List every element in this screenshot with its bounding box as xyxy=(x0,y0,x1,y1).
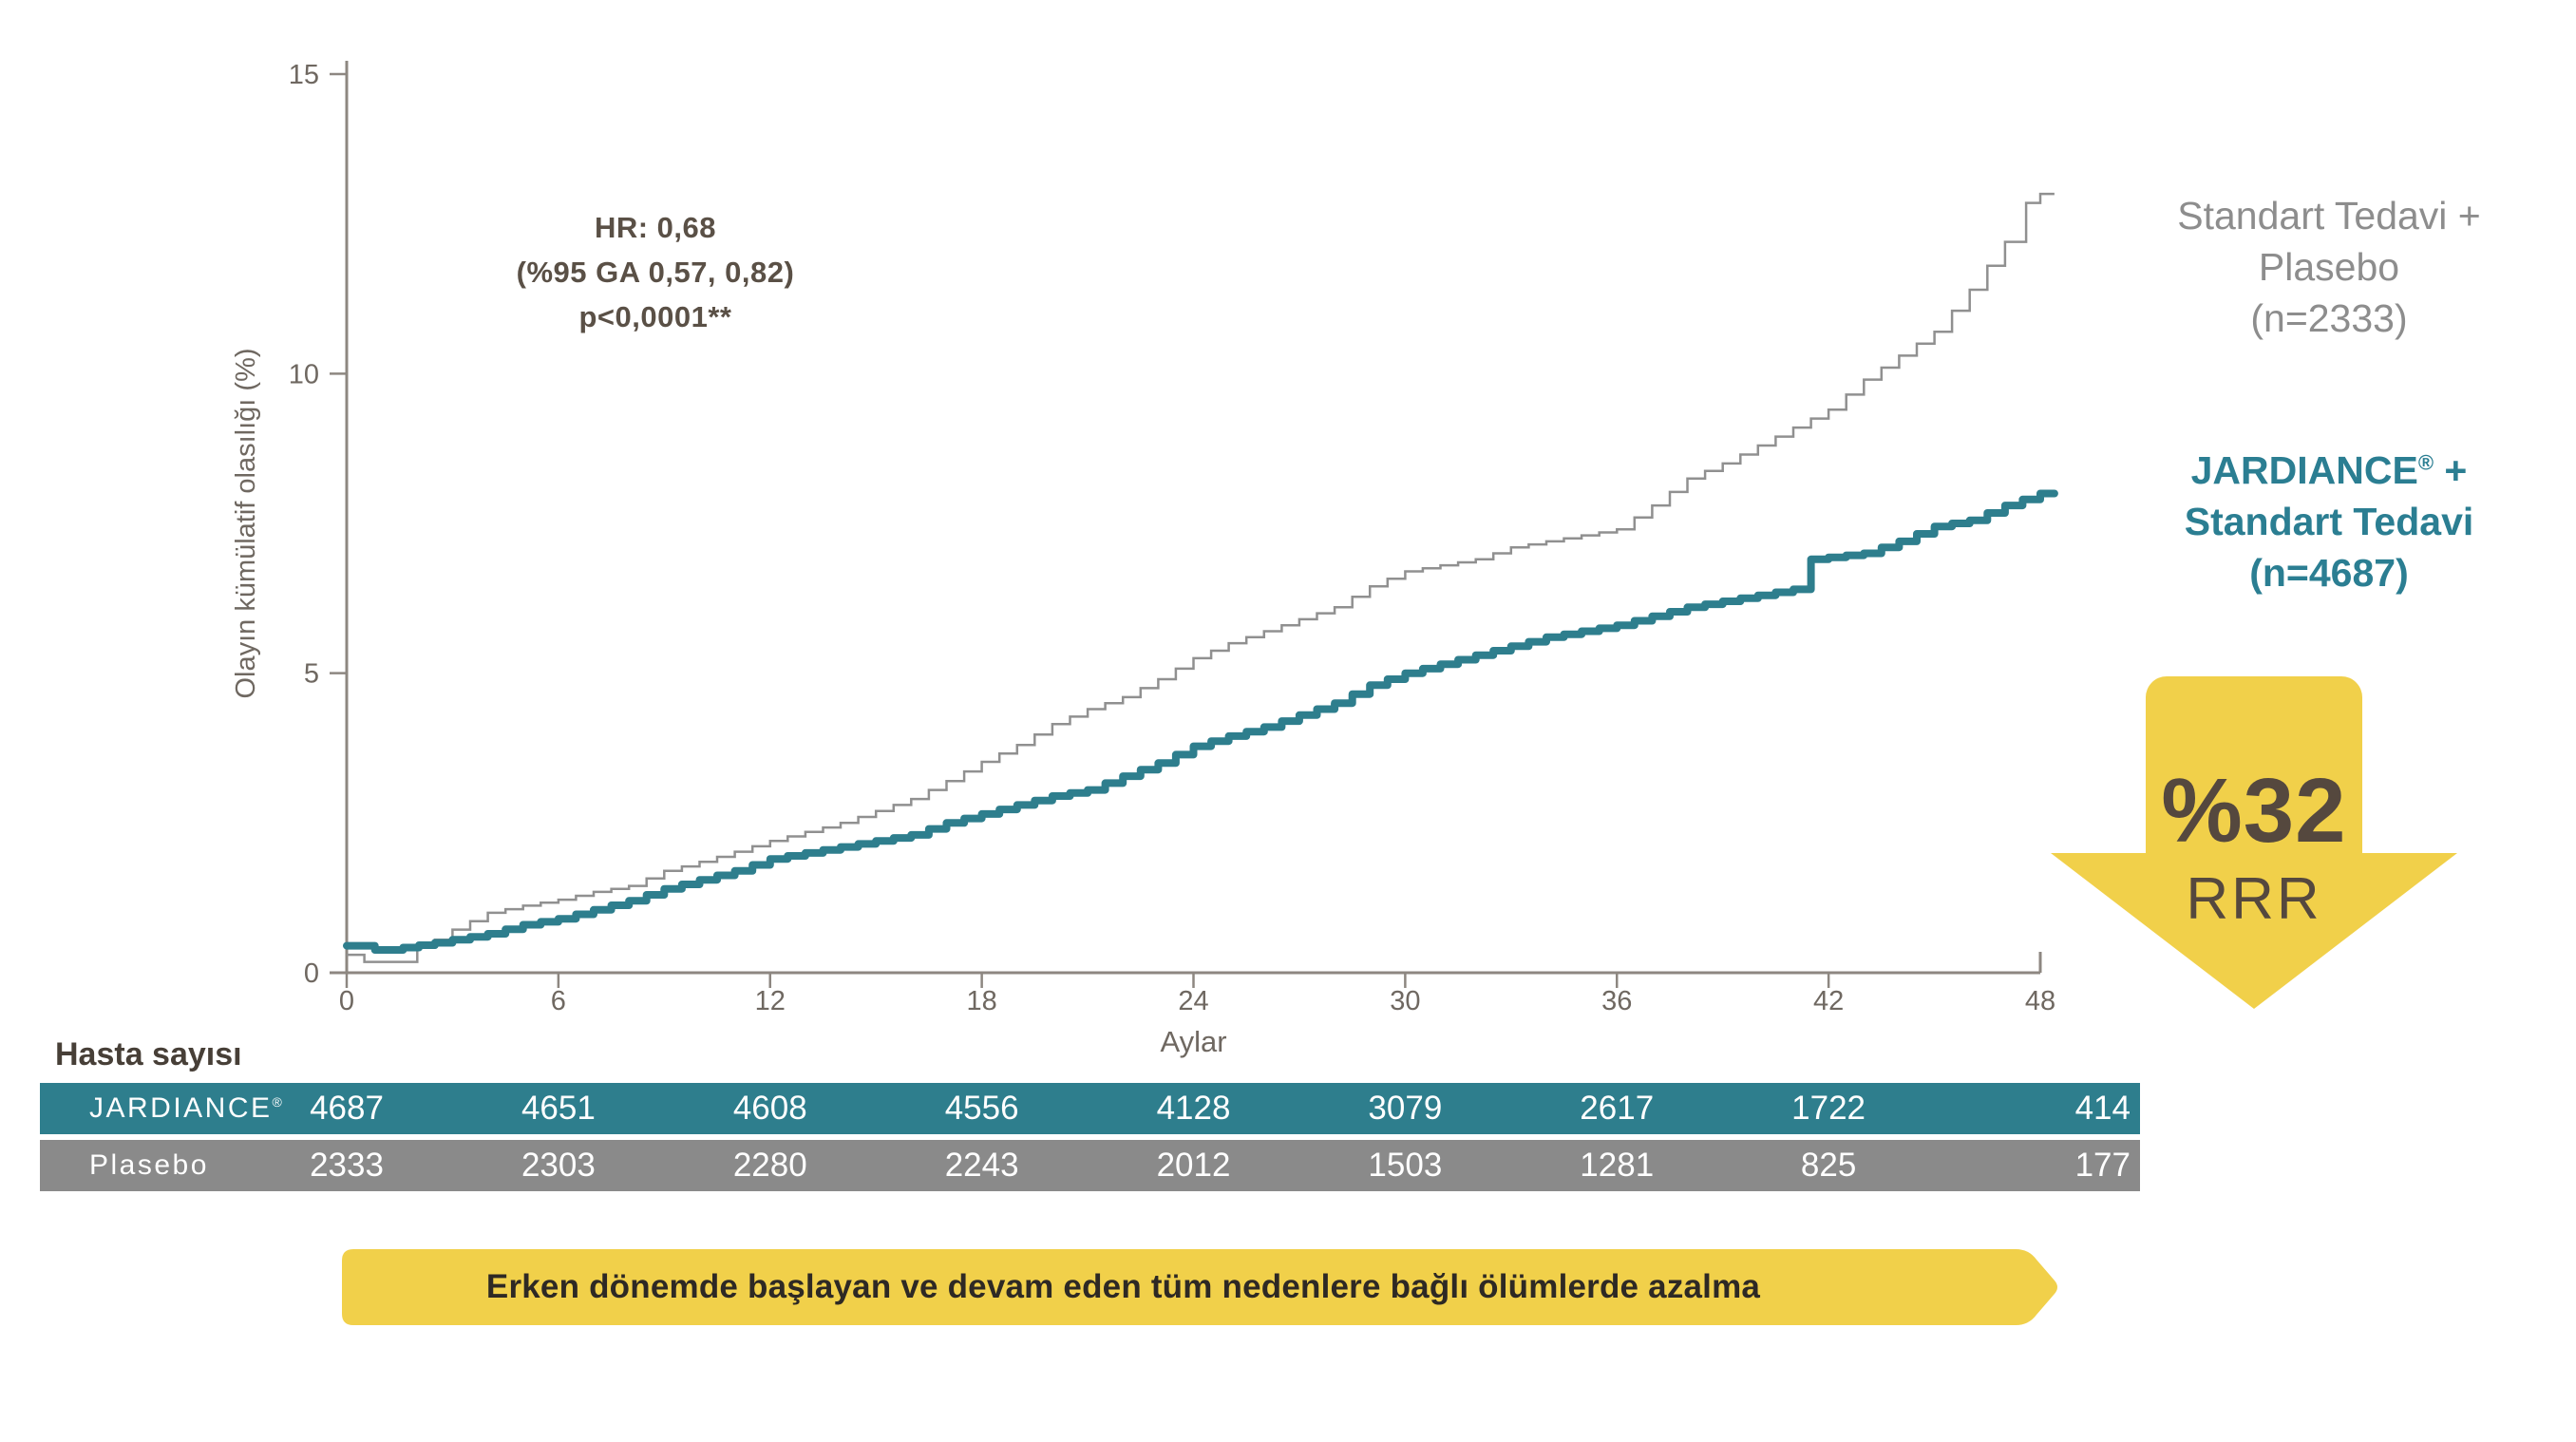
row-label-jardiance-text: JARDIANCE xyxy=(89,1092,273,1124)
table-title: Hasta sayısı xyxy=(55,1036,242,1072)
row-label-plasebo: Plasebo xyxy=(89,1149,209,1182)
jardiance-curve xyxy=(343,489,2058,954)
table-cell: 825 xyxy=(1800,1147,1857,1184)
table-cell: 4687 xyxy=(310,1090,384,1127)
legend-placebo-n: (n=2333) xyxy=(2250,296,2408,340)
rrr-value: %32 xyxy=(2161,760,2346,862)
table-cell: 2012 xyxy=(1156,1147,1231,1184)
x-tick-label: 12 xyxy=(755,986,786,1016)
table-cell: 1722 xyxy=(1791,1090,1866,1127)
y-tick-label: 5 xyxy=(304,659,319,690)
table-cell: 2243 xyxy=(944,1147,1019,1184)
row-label-jardiance-reg: ® xyxy=(272,1094,282,1110)
x-tick-label: 42 xyxy=(1813,986,1844,1016)
down-arrow-icon xyxy=(2051,676,2457,1009)
legend-jardiance: JARDIANCE® + Standart Tedavi (n=4687) xyxy=(2139,445,2519,598)
hr-pvalue: p<0,0001** xyxy=(578,300,732,333)
banner-text: Erken dönemde başlayan ve devam eden tüm… xyxy=(485,1268,1761,1305)
x-axis-title: Aylar xyxy=(1160,1025,1226,1058)
table-cell: 3079 xyxy=(1368,1090,1443,1127)
legend-placebo-line2: Plasebo xyxy=(2258,245,2400,289)
row-label-plasebo-text: Plasebo xyxy=(89,1149,209,1181)
table-cell: 1503 xyxy=(1368,1147,1443,1184)
legend-jardiance-n: (n=4687) xyxy=(2249,551,2409,595)
table-cell: 4651 xyxy=(521,1090,596,1127)
hr-annotation: HR: 0,68 (%95 GA 0,57, 0,82) p<0,0001** xyxy=(456,205,855,339)
legend-placebo-line1: Standart Tedavi + xyxy=(2177,194,2481,237)
rrr-label: RRR xyxy=(2186,866,2321,932)
table-cell: 4608 xyxy=(732,1090,807,1127)
legend-jardiance-line2: Standart Tedavi xyxy=(2184,500,2474,543)
registered-mark: ® xyxy=(2417,450,2434,475)
legend-jardiance-plus: + xyxy=(2434,448,2468,492)
table-cell: 2333 xyxy=(310,1147,384,1184)
x-tick-label: 24 xyxy=(1178,986,1208,1016)
table-cell: 177 xyxy=(2074,1147,2131,1184)
table-row-plasebo: Plasebo 2333 2303 2280 2243 2012 1503 1281 825 1… xyxy=(40,1140,2140,1191)
table-cell: 4556 xyxy=(944,1090,1019,1127)
table-row-jardiance: JARDIANCE® 4687 4651 4608 4556 4128 3079 2617 1… xyxy=(40,1083,2140,1134)
table-cell: 1281 xyxy=(1580,1147,1655,1184)
legend-placebo: Standart Tedavi + Plasebo (n=2333) xyxy=(2139,190,2519,344)
hr-ci: (%95 GA 0,57, 0,82) xyxy=(516,256,795,289)
x-tick-label: 30 xyxy=(1390,986,1420,1016)
legend-jardiance-brand: JARDIANCE xyxy=(2190,448,2418,492)
hr-value: HR: 0,68 xyxy=(594,211,717,244)
table-cell: 4128 xyxy=(1156,1090,1231,1127)
y-axis-title: Olayın kümülatif olasılığı (%) xyxy=(231,348,261,698)
legend-jardiance-line1: JARDIANCE® + xyxy=(2139,445,2519,496)
x-tick-label: 0 xyxy=(339,986,354,1016)
table-cell: 414 xyxy=(2074,1090,2131,1127)
x-tick-label: 6 xyxy=(551,986,566,1016)
y-tick-label: 0 xyxy=(304,958,319,989)
x-tick-label: 36 xyxy=(1601,986,1632,1016)
row-label-jardiance: JARDIANCE® xyxy=(89,1092,282,1125)
table-cell: 2280 xyxy=(732,1147,807,1184)
x-tick-label: 48 xyxy=(2025,986,2055,1016)
table-cell: 2303 xyxy=(521,1147,596,1184)
y-tick-label: 15 xyxy=(289,60,319,90)
table-cell: 2617 xyxy=(1580,1090,1655,1127)
x-tick-label: 18 xyxy=(966,986,996,1016)
y-tick-label: 10 xyxy=(289,359,319,389)
